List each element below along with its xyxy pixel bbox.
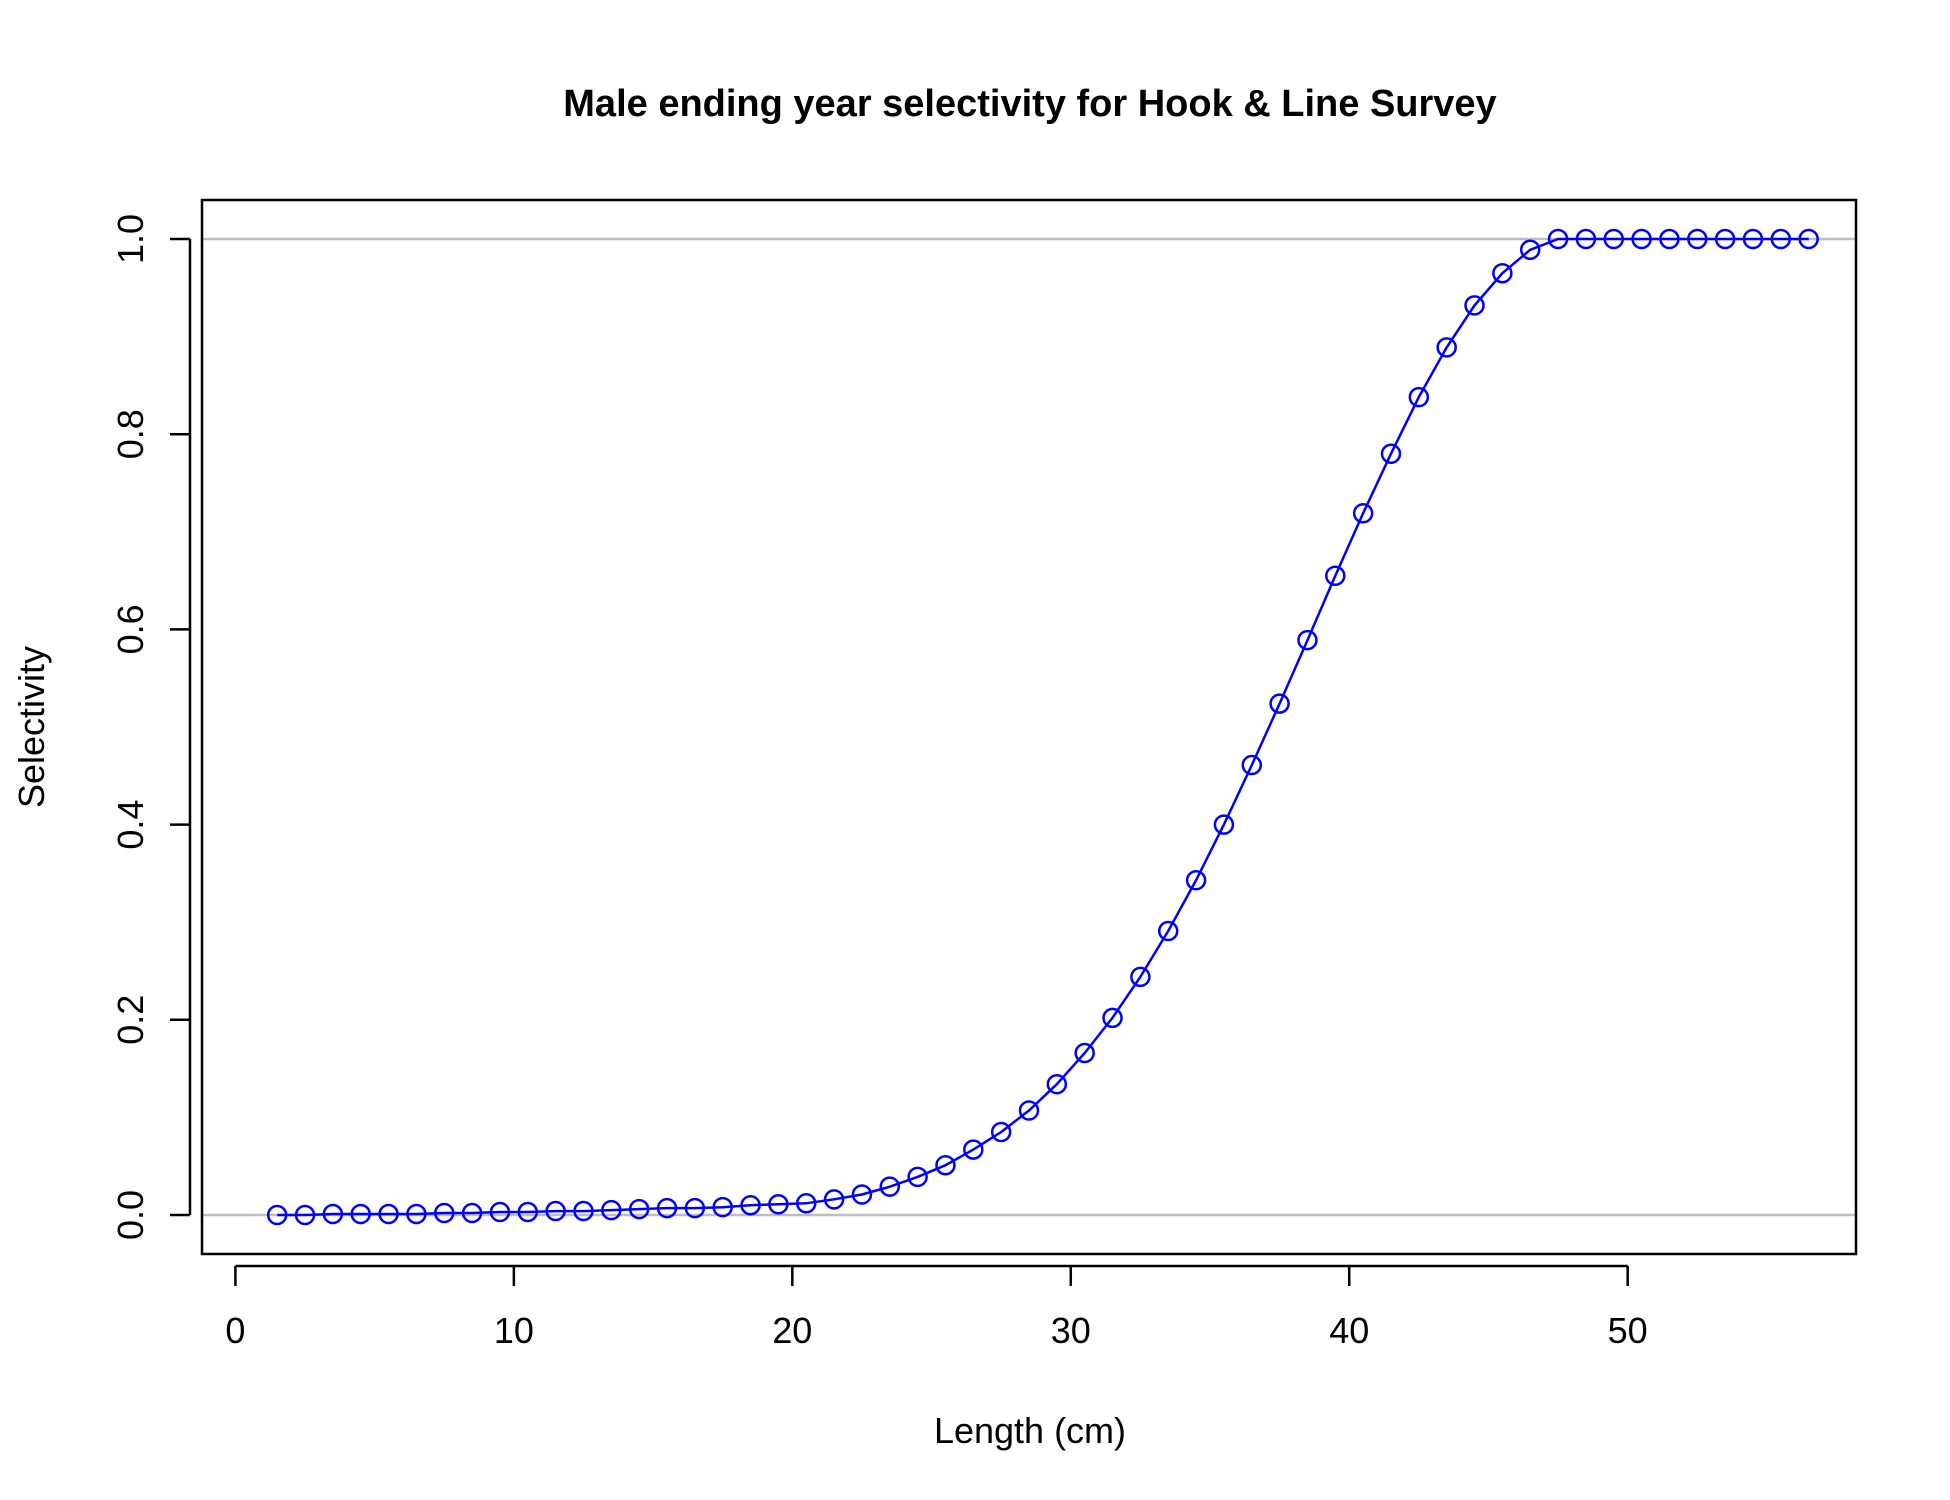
data-point	[1325, 565, 1346, 586]
data-point	[601, 1199, 622, 1221]
x-tick-label: 0	[225, 1310, 245, 1351]
data-point	[461, 1202, 483, 1224]
data-point	[294, 1204, 316, 1226]
data-point	[1492, 262, 1513, 284]
x-axis-label: Length (cm)	[934, 1410, 1126, 1451]
data-point	[1408, 386, 1430, 408]
data-point	[1157, 920, 1179, 942]
data-point	[1687, 228, 1708, 250]
data-point	[545, 1200, 566, 1222]
data-point	[1603, 228, 1624, 250]
data-point	[656, 1197, 678, 1219]
data-point	[851, 1184, 873, 1205]
data-point	[573, 1200, 594, 1222]
x-tick-label: 30	[1051, 1310, 1091, 1351]
data-point	[517, 1201, 539, 1223]
data-point	[322, 1203, 344, 1225]
data-point	[489, 1201, 511, 1223]
data-point	[1380, 443, 1402, 464]
data-point	[1547, 228, 1569, 250]
y-tick-label: 0.6	[110, 604, 151, 654]
x-tick-label: 50	[1608, 1310, 1648, 1351]
data-point	[1519, 239, 1541, 261]
series-line	[277, 237, 1809, 1217]
data-point	[1575, 228, 1597, 250]
data-point	[768, 1193, 789, 1215]
y-tick-label: 0.8	[110, 409, 151, 459]
y-axis: 0.0 0.2 0.4 0.6 0.8 1.0	[110, 214, 192, 1240]
data-point	[1436, 337, 1457, 358]
data-point	[266, 1204, 288, 1226]
data-point	[434, 1202, 455, 1224]
plot-frame	[200, 198, 1858, 1256]
data-point	[935, 1154, 956, 1176]
data-point	[1241, 754, 1263, 776]
y-tick-label: 1.0	[110, 214, 151, 264]
data-point	[1714, 228, 1736, 250]
data-point	[740, 1194, 761, 1216]
data-point	[712, 1196, 733, 1218]
data-point	[1213, 814, 1235, 835]
data-point	[1464, 295, 1485, 316]
series-layer	[266, 228, 1819, 1226]
data-point	[1130, 966, 1151, 988]
data-point	[1046, 1073, 1068, 1095]
data-point	[1102, 1007, 1123, 1029]
data-point	[963, 1139, 984, 1160]
data-point	[1269, 693, 1290, 714]
data-point	[406, 1203, 427, 1225]
x-tick-label: 10	[494, 1310, 534, 1351]
data-point	[1798, 228, 1819, 250]
y-tick-label: 0.0	[110, 1190, 151, 1240]
x-axis: 0 10 20 30 40 50	[225, 1264, 1648, 1351]
x-tick-label: 40	[1329, 1310, 1369, 1351]
data-point	[378, 1203, 399, 1225]
data-point	[628, 1198, 650, 1220]
data-point	[1352, 503, 1374, 524]
data-point	[990, 1121, 1012, 1143]
data-point	[1185, 869, 1207, 891]
data-point	[1631, 228, 1652, 250]
data-point	[823, 1189, 845, 1210]
data-point	[795, 1193, 817, 1214]
data-point	[1297, 629, 1318, 651]
reference-lines	[202, 237, 1856, 1217]
y-tick-label: 0.4	[110, 800, 151, 850]
data-point	[1018, 1100, 1040, 1121]
x-tick-label: 20	[772, 1310, 812, 1351]
data-point	[350, 1203, 371, 1225]
y-tick-label: 0.2	[110, 995, 151, 1045]
y-axis-label: Selectivity	[11, 646, 52, 808]
data-point	[879, 1176, 901, 1197]
data-point	[907, 1166, 928, 1188]
data-point	[1659, 228, 1680, 250]
data-point	[1742, 228, 1764, 250]
data-point	[1074, 1042, 1095, 1064]
data-point	[684, 1197, 706, 1219]
data-point	[1770, 228, 1792, 250]
chart-title: Male ending year selectivity for Hook & …	[563, 83, 1496, 125]
